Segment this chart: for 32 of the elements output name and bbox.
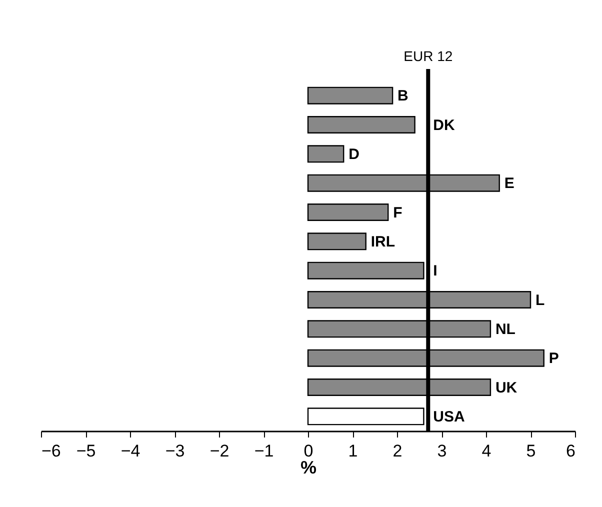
bar	[307, 204, 389, 221]
y-tick-label: I	[433, 262, 438, 280]
x-tick-label: 2	[392, 442, 402, 460]
y-tick-label: L	[536, 292, 545, 309]
x-tick-label: −6	[42, 442, 61, 460]
x-tick-label: −1	[254, 442, 274, 460]
y-tick-label: DK	[433, 116, 455, 134]
x-tick-label: 1	[348, 442, 358, 460]
x-tick-label: −5	[76, 442, 96, 460]
y-tick-label: NL	[495, 320, 516, 338]
bar	[307, 232, 366, 250]
x-tick-label: −4	[120, 442, 140, 460]
x-tick-label: 4	[482, 442, 492, 460]
x-tick-label: 3	[437, 442, 447, 460]
x-tick-label: 5	[526, 442, 536, 460]
x-tick-label: −3	[165, 442, 185, 460]
ref-line-label: EUR 12	[404, 48, 453, 64]
bar	[307, 86, 394, 104]
y-tick-label: USA	[433, 408, 465, 426]
y-tick-label: E	[504, 175, 514, 192]
x-axis-title: %	[300, 458, 317, 478]
x-tick-label: −2	[210, 442, 230, 460]
y-tick-label: B	[398, 88, 409, 105]
x-tick-label: 6	[566, 442, 576, 460]
y-tick-label: F	[393, 204, 402, 222]
y-tick-label: IRL	[370, 233, 396, 250]
x-tick-label: 0	[304, 442, 314, 460]
y-tick-label: UK	[495, 379, 518, 396]
y-tick-label: P	[548, 350, 559, 368]
y-tick-label: D	[348, 146, 360, 163]
bar	[307, 116, 416, 134]
bar	[307, 145, 344, 163]
